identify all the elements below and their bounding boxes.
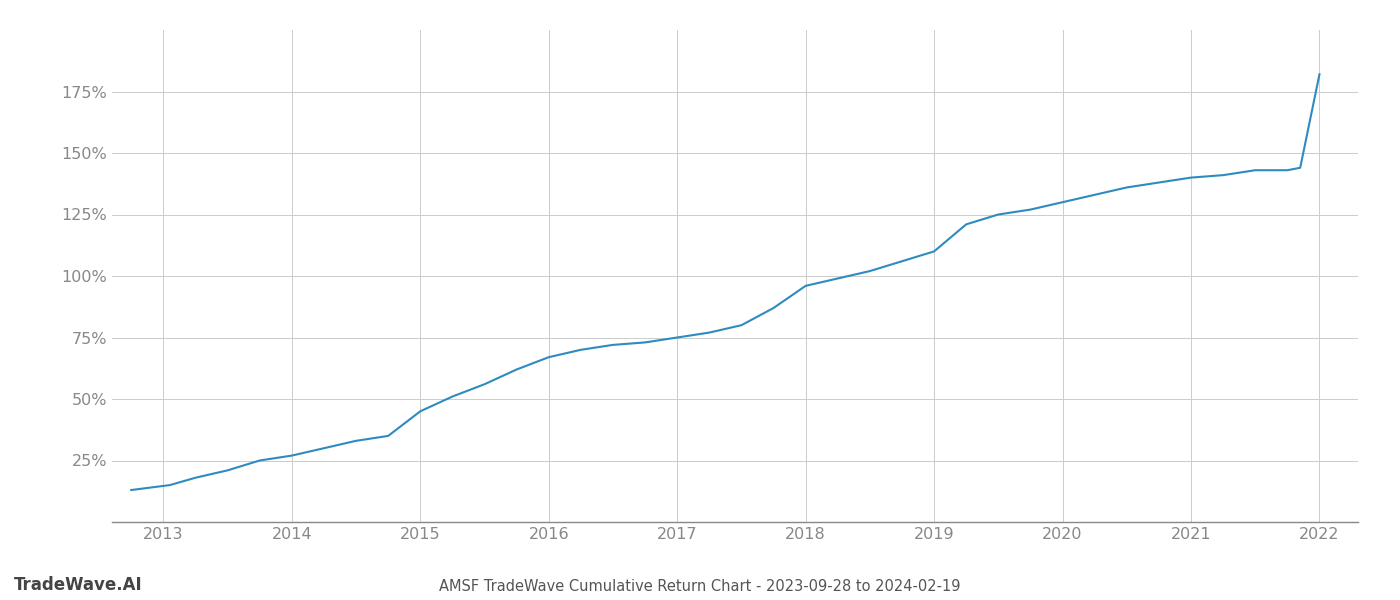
Text: TradeWave.AI: TradeWave.AI (14, 576, 143, 594)
Text: AMSF TradeWave Cumulative Return Chart - 2023-09-28 to 2024-02-19: AMSF TradeWave Cumulative Return Chart -… (440, 579, 960, 594)
